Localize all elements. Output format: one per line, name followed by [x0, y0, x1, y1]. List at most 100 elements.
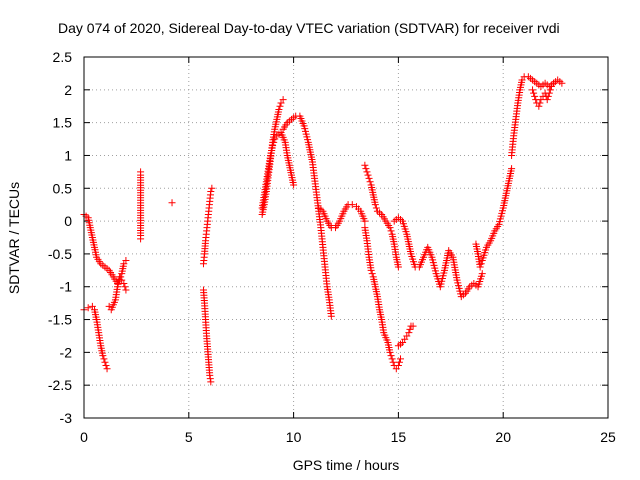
data-series	[279, 112, 335, 320]
y-tick-label: 2.5	[53, 49, 73, 65]
data-point	[290, 181, 298, 189]
data-series	[508, 73, 566, 159]
data-series	[315, 201, 369, 232]
data-point	[372, 204, 380, 212]
data-point	[545, 89, 553, 97]
data-series	[105, 273, 130, 314]
y-tick-label: -0.5	[48, 246, 72, 262]
y-tick-label: 0	[64, 213, 72, 229]
y-axis-label: SDTVAR / TECUs	[6, 182, 22, 294]
y-tick-label: 2	[64, 82, 72, 98]
x-tick-label: 0	[80, 429, 88, 445]
data-point	[84, 304, 92, 312]
data-point	[208, 184, 216, 192]
x-axis-label: GPS time / hours	[293, 457, 400, 473]
chart-title: Day 074 of 2020, Sidereal Day-to-day VTE…	[58, 20, 560, 36]
data-point	[364, 171, 372, 179]
data-point	[529, 86, 537, 94]
data-point	[476, 263, 484, 271]
data-point	[387, 352, 395, 360]
data-point	[405, 329, 413, 337]
x-tick-label: 5	[185, 429, 193, 445]
data-point	[121, 283, 129, 291]
data-point	[103, 365, 111, 373]
data-point	[206, 371, 214, 379]
data-point	[550, 79, 558, 87]
plot-frame	[83, 56, 609, 419]
data-point	[386, 224, 394, 232]
data-series	[137, 168, 145, 243]
data-point	[122, 256, 130, 264]
data-series	[529, 79, 558, 110]
data-series	[80, 211, 130, 287]
data-point	[531, 92, 539, 100]
data-point	[361, 217, 369, 225]
data-point	[536, 99, 544, 107]
data-series	[394, 322, 417, 350]
data-series	[199, 286, 215, 386]
data-point	[363, 168, 371, 176]
x-tick-labels: 0 5 10 15 20 25	[80, 429, 616, 445]
data-point	[101, 358, 109, 366]
data-point	[371, 201, 379, 209]
data-points	[80, 73, 566, 386]
data-point	[137, 235, 145, 243]
data-point	[100, 355, 108, 363]
y-tick-label: 0.5	[53, 180, 73, 196]
data-point	[365, 174, 373, 182]
data-point	[368, 270, 376, 278]
data-point	[361, 161, 369, 169]
y-tick-label: -1	[60, 279, 73, 295]
data-point	[395, 358, 403, 366]
y-tick-label: 1.5	[53, 115, 73, 131]
data-point	[478, 270, 486, 278]
x-tick-label: 25	[600, 429, 616, 445]
data-series	[80, 302, 111, 373]
x-tick-label: 15	[391, 429, 407, 445]
data-point	[99, 352, 107, 360]
data-point	[544, 92, 552, 100]
data-point	[206, 375, 214, 383]
y-tick-label: -2	[60, 344, 73, 360]
data-point	[168, 199, 176, 207]
data-point	[348, 201, 356, 209]
data-point	[477, 260, 485, 268]
data-series	[199, 184, 216, 268]
data-point	[122, 286, 130, 294]
data-point	[327, 312, 335, 320]
grid-lines	[84, 57, 608, 418]
data-point	[389, 358, 397, 366]
data-point	[102, 361, 110, 369]
data-point	[367, 266, 375, 274]
data-point	[543, 96, 551, 104]
data-point	[558, 79, 566, 87]
data-point	[366, 178, 374, 186]
data-series	[168, 199, 176, 207]
data-point	[546, 86, 554, 94]
data-point	[362, 165, 370, 173]
data-point	[535, 102, 543, 110]
y-tick-labels: -3 -2.5 -2 -1.5 -1 -0.5 0 0.5 1 1.5 2 2.5	[48, 49, 72, 426]
data-point	[269, 142, 277, 150]
data-point	[409, 322, 417, 330]
data-point	[396, 355, 404, 363]
data-point	[120, 279, 128, 287]
data-point	[388, 355, 396, 363]
data-point	[530, 89, 538, 97]
y-tick-label: 1	[64, 147, 72, 163]
data-point	[386, 348, 394, 356]
data-point	[394, 263, 402, 271]
data-point	[207, 378, 215, 386]
data-series	[390, 214, 486, 301]
data-point	[394, 361, 402, 369]
data-series	[361, 224, 404, 373]
y-tick-label: -2.5	[48, 377, 72, 393]
data-series	[472, 165, 516, 271]
data-series	[258, 128, 298, 212]
axis-ticks	[83, 56, 609, 419]
x-tick-label: 10	[286, 429, 302, 445]
x-tick-label: 20	[495, 429, 511, 445]
y-tick-label: -3	[60, 410, 73, 426]
data-point	[270, 138, 278, 146]
